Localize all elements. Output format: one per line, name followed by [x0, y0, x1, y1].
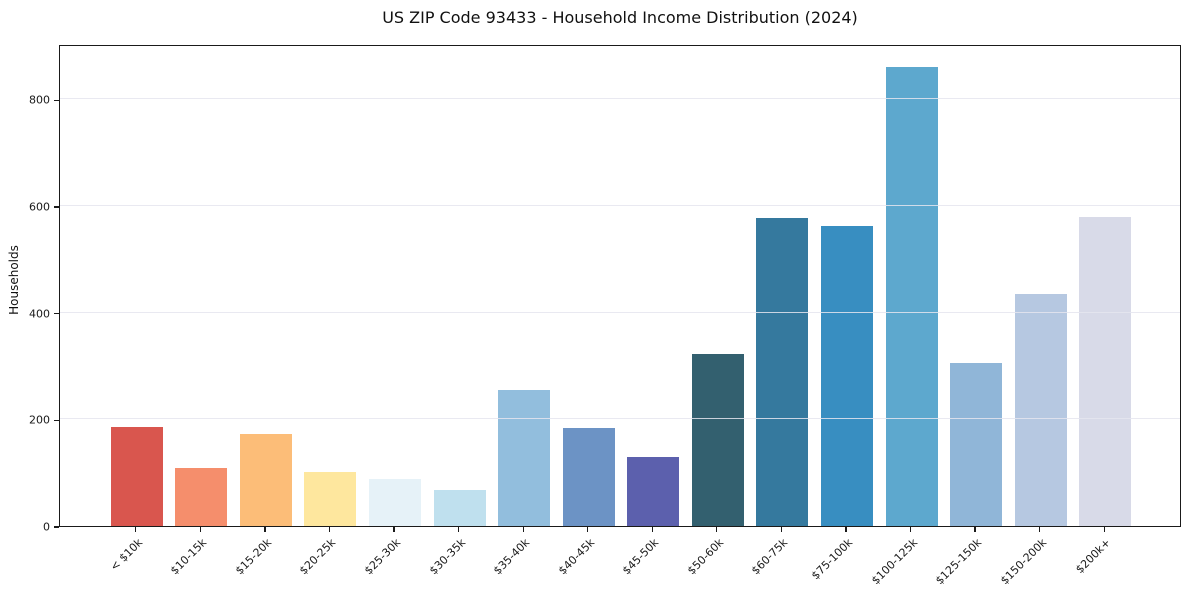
x-tick-mark-11 [845, 527, 847, 532]
bar-10-15k [175, 467, 228, 526]
x-tick-mark-1 [199, 527, 201, 532]
x-tick-mark-0 [135, 527, 137, 532]
bar-40-45k [562, 427, 615, 526]
y-tick-label-800: 800 [29, 93, 50, 107]
y-tick-mark-800 [54, 99, 59, 102]
plot-area [59, 45, 1181, 527]
bar-15-20k [239, 433, 292, 526]
bar-30-35k [433, 489, 486, 526]
y-tick-label-600: 600 [29, 200, 50, 214]
bar-45-50k [627, 456, 680, 526]
bar-150-200k [1014, 294, 1067, 526]
bar-25-30k [369, 479, 422, 526]
x-tick-mark-2 [264, 527, 266, 532]
bar-125-150k [950, 362, 1003, 526]
bar-10k [110, 426, 163, 526]
chart-title: US ZIP Code 93433 - Household Income Dis… [382, 8, 858, 27]
y-tick-mark-0 [54, 526, 59, 528]
gridline-y-400 [60, 311, 1180, 313]
bar-75-100k [820, 225, 873, 526]
bar-200k [1079, 216, 1132, 526]
x-tick-mark-8 [651, 527, 653, 532]
y-tick-mark-600 [54, 206, 59, 208]
x-tick-mark-9 [716, 527, 718, 532]
gridline-y-800 [60, 98, 1180, 100]
x-tick-mark-13 [974, 527, 976, 532]
x-tick-label-10k: < $10k [107, 536, 146, 574]
x-tick-mark-5 [458, 527, 460, 532]
x-tick-mark-10 [780, 527, 782, 532]
y-tick-label-400: 400 [29, 307, 50, 321]
bar-60-75k [756, 217, 809, 526]
x-tick-mark-4 [393, 527, 395, 532]
y-tick-mark-400 [54, 313, 59, 315]
x-tick-mark-15 [1103, 527, 1105, 532]
x-tick-mark-7 [587, 527, 589, 532]
bar-50-60k [691, 353, 744, 526]
bar-100-125k [885, 67, 938, 526]
y-tick-label-200: 200 [29, 413, 50, 427]
x-tick-mark-6 [522, 527, 524, 532]
y-tick-label-0: 0 [43, 520, 50, 534]
x-tick-mark-14 [1039, 527, 1041, 532]
gridline-y-600 [60, 205, 1180, 207]
bar-35-40k [498, 390, 551, 526]
x-tick-mark-12 [909, 527, 912, 532]
gridline-y-200 [60, 418, 1180, 420]
x-tick-mark-3 [328, 527, 331, 532]
bar-20-25k [304, 472, 357, 526]
y-tick-mark-200 [54, 419, 59, 421]
